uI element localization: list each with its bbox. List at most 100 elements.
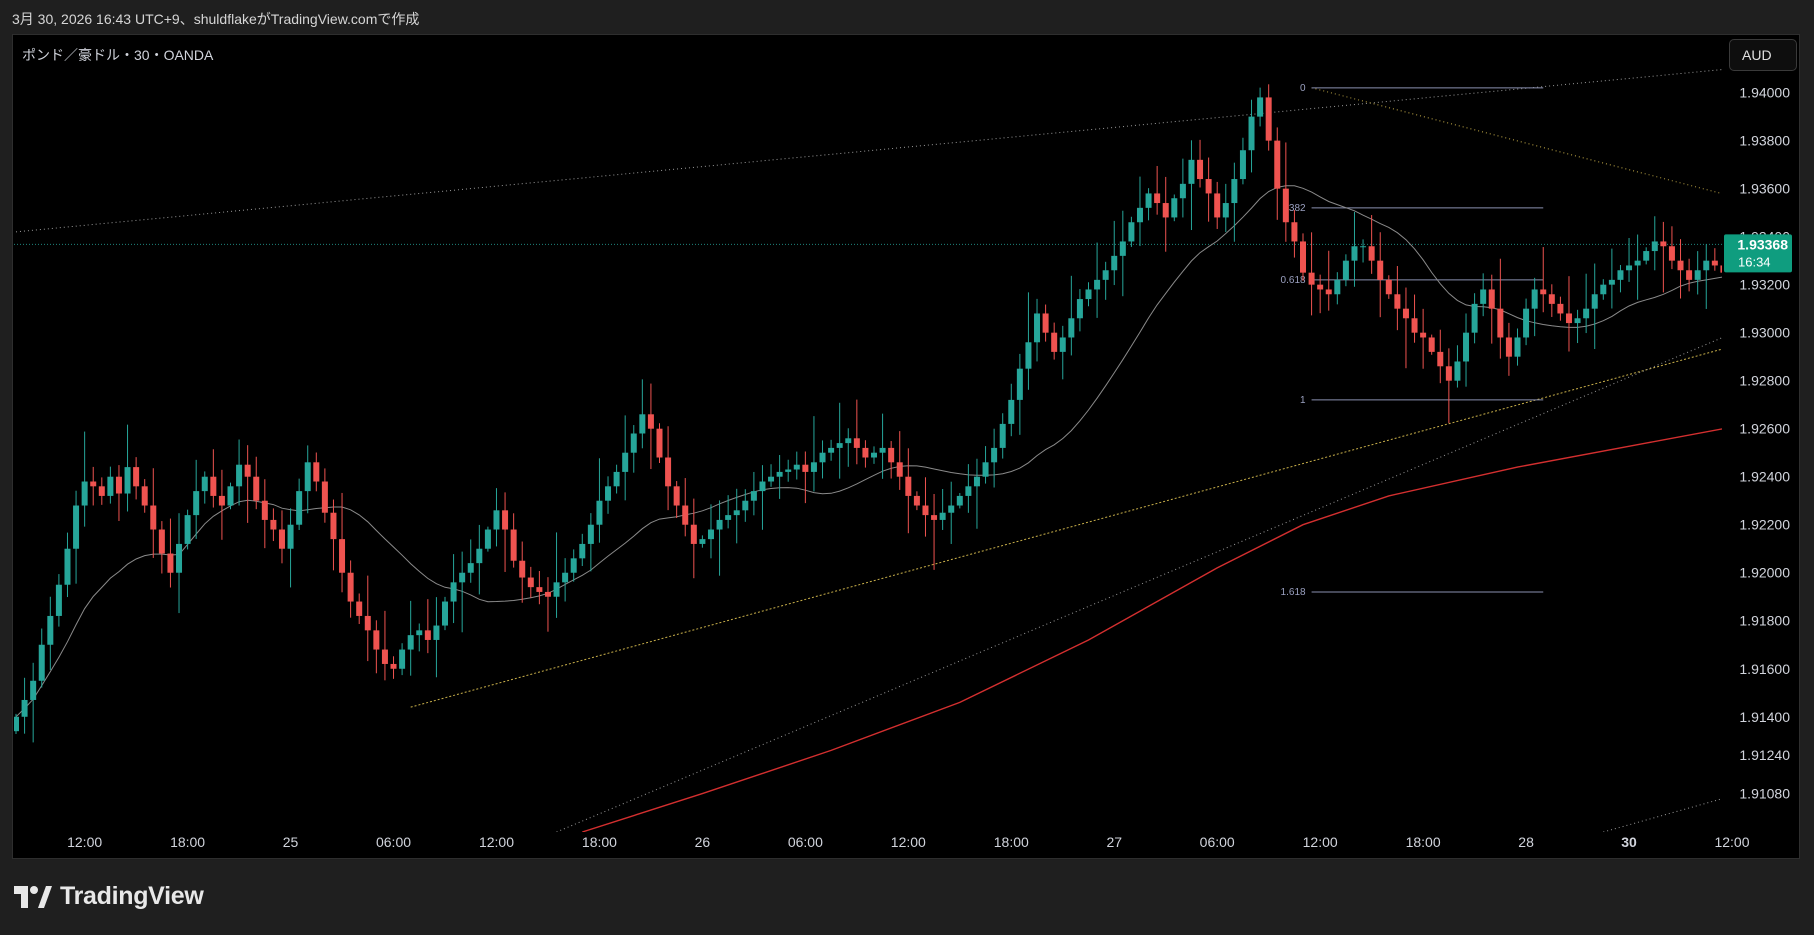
candle [682, 478, 689, 537]
candle-body [707, 529, 714, 540]
candle-body [1711, 260, 1718, 266]
candle [1565, 276, 1572, 352]
candle-body [570, 558, 577, 573]
candle [716, 500, 723, 576]
candle-body [828, 447, 835, 453]
candle-body [339, 539, 346, 573]
candle-body [931, 515, 938, 520]
candle-body [201, 476, 208, 492]
candle-body [1102, 270, 1109, 280]
candle [227, 482, 234, 510]
candle [570, 549, 577, 582]
candle-body [1042, 313, 1049, 333]
candle-body [450, 582, 457, 602]
moving-average-slow [582, 428, 1722, 832]
candle-body [73, 505, 80, 549]
candle-body [442, 601, 448, 626]
candle-body [913, 495, 920, 506]
candle-body [296, 491, 303, 525]
time-tick-label: 12:00 [1303, 834, 1338, 850]
candle [1051, 322, 1058, 360]
candle-body [399, 649, 406, 669]
time-tick-label: 12:00 [479, 834, 514, 850]
footer-brand-text: TradingView [60, 882, 204, 910]
candle-body [1317, 284, 1324, 290]
candle [201, 471, 208, 504]
trendline-upper-channel [15, 69, 1722, 233]
moving-average-fast [15, 185, 1722, 718]
candle-body [759, 481, 766, 492]
candle [1068, 275, 1075, 356]
candle [1686, 258, 1693, 292]
candle-body [90, 481, 97, 487]
candle [38, 628, 45, 688]
candle-body [493, 510, 500, 530]
candle [1557, 296, 1564, 321]
candle [862, 440, 869, 468]
candle [725, 495, 732, 529]
candle-body [639, 414, 646, 434]
candle [1385, 275, 1392, 299]
candle-body [587, 524, 594, 544]
candle [922, 477, 929, 537]
candle [1694, 251, 1701, 295]
candle-body [1420, 332, 1427, 338]
candle-body [785, 469, 792, 472]
candle-body [1523, 308, 1530, 338]
symbol-title: ポンド／豪ドル・30・OANDA [22, 47, 214, 63]
candle-body [733, 510, 740, 516]
candle-body [999, 423, 1006, 448]
candle [133, 457, 140, 500]
candle-body [836, 443, 843, 448]
candle [1368, 215, 1375, 274]
candle-body [261, 500, 268, 520]
candle-body [502, 510, 509, 530]
chart-frame[interactable] [12, 34, 1800, 859]
candle [630, 425, 637, 473]
candle [1394, 266, 1401, 331]
candle-body [124, 467, 131, 494]
candle-body [605, 486, 612, 501]
candle [476, 524, 483, 595]
candle [330, 499, 337, 571]
price-tick-label: 1.91080 [1739, 786, 1790, 802]
candle [1325, 250, 1332, 311]
candle [699, 535, 706, 548]
candle-body [1342, 260, 1349, 280]
candle [982, 446, 989, 484]
candle [1342, 254, 1349, 287]
candle-body [1377, 260, 1384, 280]
candle-body [330, 512, 337, 540]
candle [742, 489, 749, 522]
currency-button[interactable]: AUD [1729, 39, 1797, 71]
candle [544, 577, 551, 632]
candle-body [64, 548, 71, 585]
candle [536, 571, 543, 605]
candle [193, 459, 200, 539]
candle [304, 445, 311, 514]
candle [562, 558, 569, 602]
candle [115, 465, 122, 521]
candle [1008, 383, 1015, 437]
candle-body [613, 471, 620, 487]
trendline-yellow-support [410, 348, 1722, 708]
candle-body [270, 519, 277, 530]
candle [467, 539, 474, 583]
candle-body [38, 644, 45, 681]
candle-body [1651, 241, 1658, 252]
candle [1231, 162, 1238, 242]
candle-body [1068, 318, 1075, 338]
candle-body [1008, 399, 1015, 424]
candle [1076, 289, 1083, 332]
candle-body [1051, 332, 1058, 352]
candle-body [1703, 260, 1710, 271]
footer-brand[interactable]: TradingView [14, 882, 204, 911]
candle-body [1265, 97, 1272, 141]
candle [519, 541, 526, 603]
candle [1617, 264, 1624, 293]
candle [1136, 176, 1143, 247]
candle-body [965, 486, 972, 496]
candle [1300, 233, 1306, 281]
candle [450, 554, 457, 624]
